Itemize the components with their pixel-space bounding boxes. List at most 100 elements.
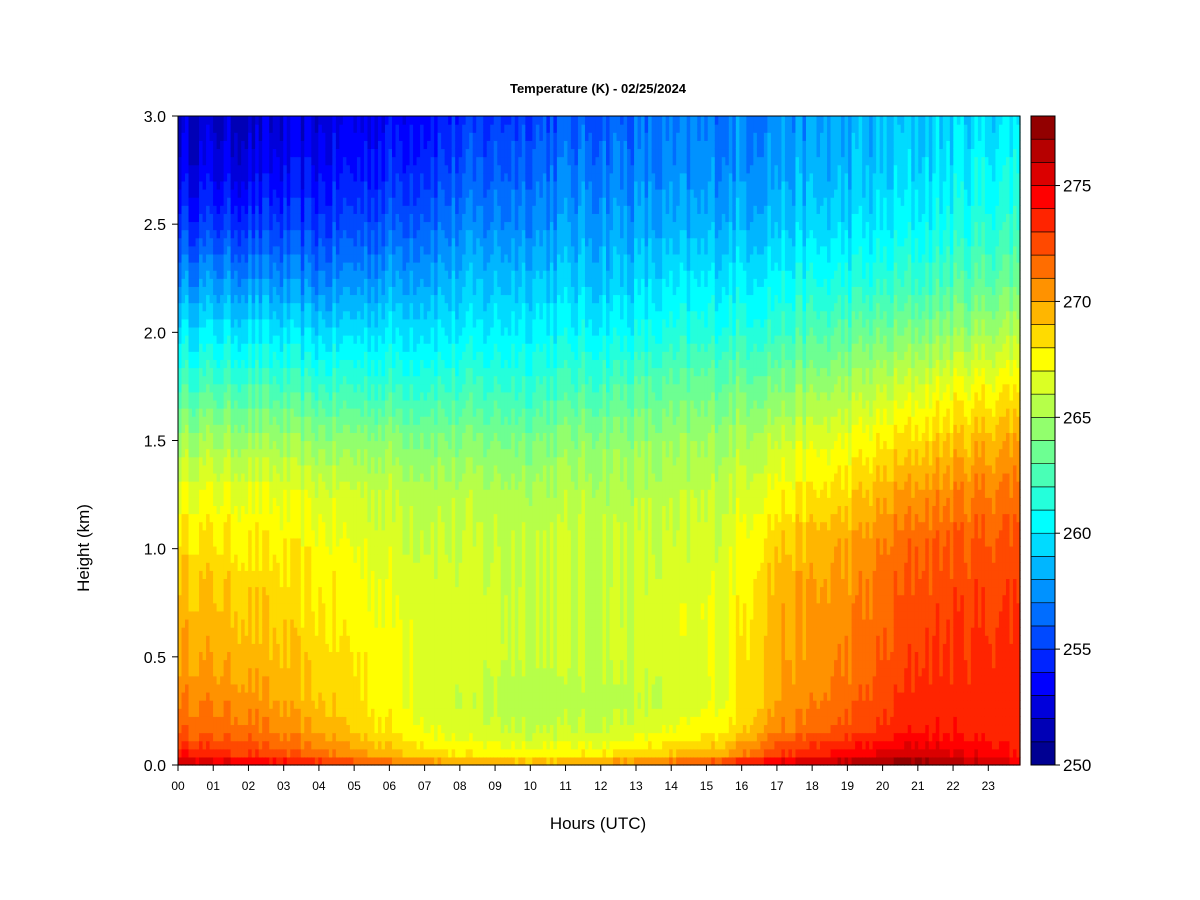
heatmap-cell [315, 660, 319, 669]
heatmap-cell [315, 643, 319, 652]
heatmap-cell [311, 205, 315, 214]
heatmap-cell [262, 562, 266, 571]
heatmap-cell [217, 165, 221, 174]
heatmap-cell [196, 392, 200, 401]
heatmap-cell [336, 595, 340, 604]
heatmap-cell [304, 140, 308, 149]
heatmap-cell [178, 246, 182, 255]
heatmap-cell [220, 376, 224, 385]
heatmap-cell [315, 595, 319, 604]
heatmap-cell [220, 465, 224, 474]
heatmap-cell [255, 278, 259, 287]
heatmap-cell [280, 319, 284, 328]
heatmap-cell [371, 400, 375, 409]
heatmap-cell [262, 270, 266, 279]
heatmap-cell [210, 635, 214, 644]
heatmap-cell [224, 400, 228, 409]
heatmap-cell [238, 603, 242, 612]
heatmap-cell [339, 343, 343, 352]
heatmap-cell [224, 757, 228, 766]
heatmap-cell [374, 514, 378, 523]
heatmap-cell [269, 286, 273, 295]
heatmap-cell [304, 335, 308, 344]
heatmap-cell [203, 724, 207, 733]
heatmap-cell [374, 660, 378, 669]
heatmap-cell [199, 367, 203, 376]
heatmap-cell [203, 635, 207, 644]
heatmap-cell [185, 221, 189, 230]
heatmap-cell [318, 359, 322, 368]
heatmap-cell [360, 189, 364, 198]
heatmap-cell [255, 522, 259, 531]
heatmap-cell [283, 140, 287, 149]
heatmap-cell [332, 530, 336, 539]
heatmap-cell [332, 376, 336, 385]
heatmap-cell [353, 157, 357, 166]
heatmap-cell [294, 733, 298, 742]
heatmap-cell [189, 465, 193, 474]
heatmap-cell [178, 303, 182, 312]
heatmap-cell [297, 554, 301, 563]
heatmap-cell [231, 587, 235, 596]
heatmap-cell [189, 700, 193, 709]
heatmap-cell [301, 157, 305, 166]
heatmap-plot [178, 116, 1021, 766]
heatmap-cell [210, 749, 214, 758]
heatmap-cell [199, 570, 203, 579]
heatmap-cell [203, 343, 207, 352]
heatmap-cell [192, 473, 196, 482]
heatmap-cell [252, 270, 256, 279]
heatmap-cell [294, 335, 298, 344]
heatmap-cell [220, 432, 224, 441]
heatmap-cell [343, 384, 347, 393]
heatmap-cell [245, 489, 249, 498]
heatmap-cell [378, 311, 382, 320]
heatmap-cell [336, 708, 340, 717]
heatmap-cell [339, 221, 343, 230]
heatmap-cell [227, 708, 231, 717]
heatmap-cell [182, 124, 186, 133]
heatmap-cell [392, 408, 396, 417]
heatmap-cell [294, 140, 298, 149]
heatmap-cell [304, 165, 308, 174]
heatmap-cell [213, 627, 217, 636]
heatmap-cell [273, 554, 277, 563]
heatmap-cell [196, 311, 200, 320]
heatmap-cell [217, 254, 221, 263]
heatmap-cell [213, 173, 217, 182]
heatmap-cell [182, 570, 186, 579]
heatmap-cell [283, 587, 287, 596]
heatmap-cell [213, 481, 217, 490]
heatmap-cell [315, 416, 319, 425]
heatmap-cell [255, 465, 259, 474]
heatmap-cell [325, 635, 329, 644]
heatmap-cell [259, 643, 263, 652]
heatmap-cell [350, 643, 354, 652]
heatmap-cell [350, 254, 354, 263]
heatmap-cell [318, 278, 322, 287]
heatmap-cell [227, 570, 231, 579]
heatmap-cell [185, 254, 189, 263]
heatmap-cell [227, 116, 231, 125]
heatmap-cell [234, 205, 238, 214]
heatmap-cell [392, 505, 396, 514]
heatmap-cell [360, 708, 364, 717]
heatmap-cell [182, 522, 186, 531]
heatmap-cell [206, 530, 210, 539]
heatmap-cell [378, 749, 382, 758]
heatmap-cell [304, 457, 308, 466]
heatmap-cell [389, 424, 393, 433]
heatmap-cell [227, 213, 231, 222]
heatmap-cell [294, 473, 298, 482]
heatmap-cell [374, 181, 378, 190]
heatmap-cell [325, 148, 329, 157]
heatmap-cell [262, 481, 266, 490]
heatmap-cell [389, 627, 393, 636]
heatmap-cell [287, 432, 291, 441]
heatmap-cell [206, 749, 210, 758]
heatmap-cell [203, 546, 207, 555]
heatmap-cell [311, 449, 315, 458]
heatmap-cell [357, 676, 361, 685]
heatmap-cell [185, 408, 189, 417]
heatmap-cell [353, 441, 357, 450]
